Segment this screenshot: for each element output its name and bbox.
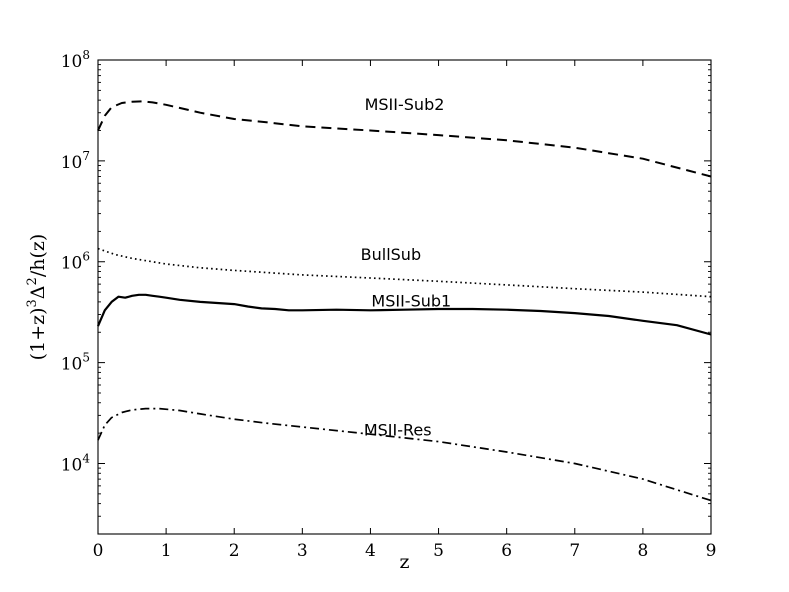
x-tick-label: 3 <box>297 541 308 561</box>
series-label-msii-res: MSII-Res <box>364 420 432 439</box>
y-tick-label: 105 <box>61 351 90 375</box>
x-axis-label: z <box>399 551 409 573</box>
y-tick-label: 108 <box>61 48 90 72</box>
x-tick-label: 8 <box>637 541 648 561</box>
plot-frame <box>97 59 712 535</box>
series-label-msii-sub2: MSII-Sub2 <box>365 95 445 114</box>
y-tick-label: 107 <box>61 149 90 173</box>
x-tick-label: 5 <box>433 541 444 561</box>
series-line-bullsub <box>97 247 712 298</box>
series-line-msii-sub2 <box>97 100 712 178</box>
y-tick-label: 106 <box>61 250 90 274</box>
x-tick-label: 2 <box>229 541 240 561</box>
x-tick-label: 9 <box>706 541 717 561</box>
series-line-msii-sub1 <box>96 293 712 336</box>
x-tick-label: 6 <box>501 541 512 561</box>
x-tick-label: 0 <box>93 541 104 561</box>
y-axis-label: (1+z)3Δ2/h(z) <box>25 234 49 361</box>
y-axis: 104 105 106 107 108 <box>61 48 711 535</box>
series-layer <box>96 100 712 502</box>
x-tick-label: 4 <box>365 541 376 561</box>
x-tick-label: 1 <box>161 541 172 561</box>
y-tick-label: 104 <box>61 451 91 475</box>
series-labels: MSII-Sub2 BullSub MSII-Sub1 MSII-Res <box>361 95 452 439</box>
series-line-msii-res <box>97 407 712 502</box>
series-label-bullsub: BullSub <box>361 245 421 264</box>
x-axis: 0 1 2 3 4 5 6 7 8 9 <box>93 60 717 561</box>
x-tick-label: 7 <box>569 541 580 561</box>
series-label-msii-sub1: MSII-Sub1 <box>371 292 451 311</box>
